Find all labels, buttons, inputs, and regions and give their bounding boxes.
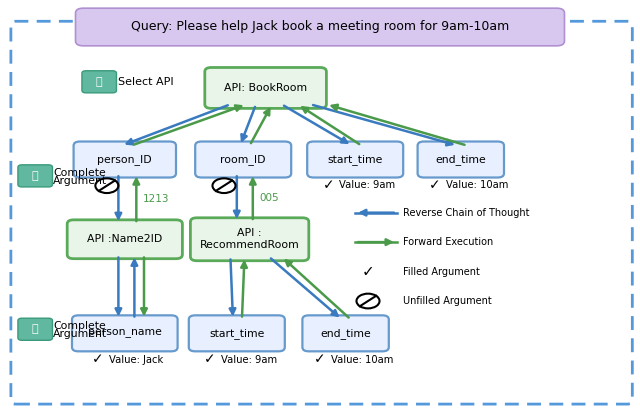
FancyBboxPatch shape (18, 165, 52, 187)
FancyBboxPatch shape (76, 8, 564, 46)
Text: API: BookRoom: API: BookRoom (224, 83, 307, 93)
Text: API :
RecommendRoom: API : RecommendRoom (200, 228, 300, 250)
Text: Select API: Select API (118, 77, 174, 87)
Text: Complete: Complete (53, 321, 106, 331)
FancyBboxPatch shape (11, 21, 632, 404)
Text: ✓: ✓ (314, 353, 326, 366)
Text: ✨: ✨ (96, 77, 102, 87)
Text: ✓: ✓ (323, 178, 334, 192)
FancyBboxPatch shape (72, 315, 177, 351)
Text: ✨: ✨ (32, 171, 38, 181)
Text: ✓: ✓ (362, 264, 374, 279)
Text: ✨: ✨ (32, 324, 38, 334)
Text: Complete: Complete (53, 168, 106, 178)
Text: Forward Execution: Forward Execution (403, 237, 493, 247)
Text: Query: Please help Jack book a meeting room for 9am-10am: Query: Please help Jack book a meeting r… (131, 20, 509, 34)
Text: ✓: ✓ (429, 178, 441, 192)
Text: room_ID: room_ID (220, 154, 266, 165)
FancyBboxPatch shape (18, 318, 52, 340)
FancyBboxPatch shape (205, 67, 326, 108)
Text: person_name: person_name (88, 328, 162, 338)
FancyBboxPatch shape (82, 71, 116, 93)
Text: start_time: start_time (209, 328, 264, 339)
Text: Argument: Argument (53, 176, 108, 186)
FancyBboxPatch shape (307, 142, 403, 178)
Text: Unfilled Argument: Unfilled Argument (403, 296, 492, 306)
Text: end_time: end_time (435, 154, 486, 165)
Text: Value: 9am: Value: 9am (221, 355, 277, 364)
FancyBboxPatch shape (303, 315, 389, 351)
Text: Reverse Chain of Thought: Reverse Chain of Thought (403, 208, 530, 218)
Text: start_time: start_time (328, 154, 383, 165)
Text: 1213: 1213 (143, 194, 169, 204)
Text: API :Name2ID: API :Name2ID (87, 234, 163, 244)
FancyBboxPatch shape (74, 142, 176, 178)
Text: Value: 10am: Value: 10am (331, 355, 393, 364)
Text: Argument: Argument (53, 329, 108, 339)
FancyBboxPatch shape (189, 315, 285, 351)
Text: Filled Argument: Filled Argument (403, 267, 480, 276)
Text: end_time: end_time (320, 328, 371, 339)
Text: Value: Jack: Value: Jack (109, 355, 163, 364)
Text: person_ID: person_ID (97, 154, 152, 165)
Text: 005: 005 (259, 193, 279, 202)
Text: Value: 10am: Value: 10am (446, 180, 508, 190)
FancyBboxPatch shape (195, 142, 291, 178)
Text: Value: 9am: Value: 9am (339, 180, 396, 190)
FancyBboxPatch shape (417, 142, 504, 178)
FancyBboxPatch shape (191, 218, 309, 261)
FancyBboxPatch shape (67, 220, 182, 259)
Text: ✓: ✓ (92, 353, 104, 366)
Text: ✓: ✓ (204, 353, 216, 366)
